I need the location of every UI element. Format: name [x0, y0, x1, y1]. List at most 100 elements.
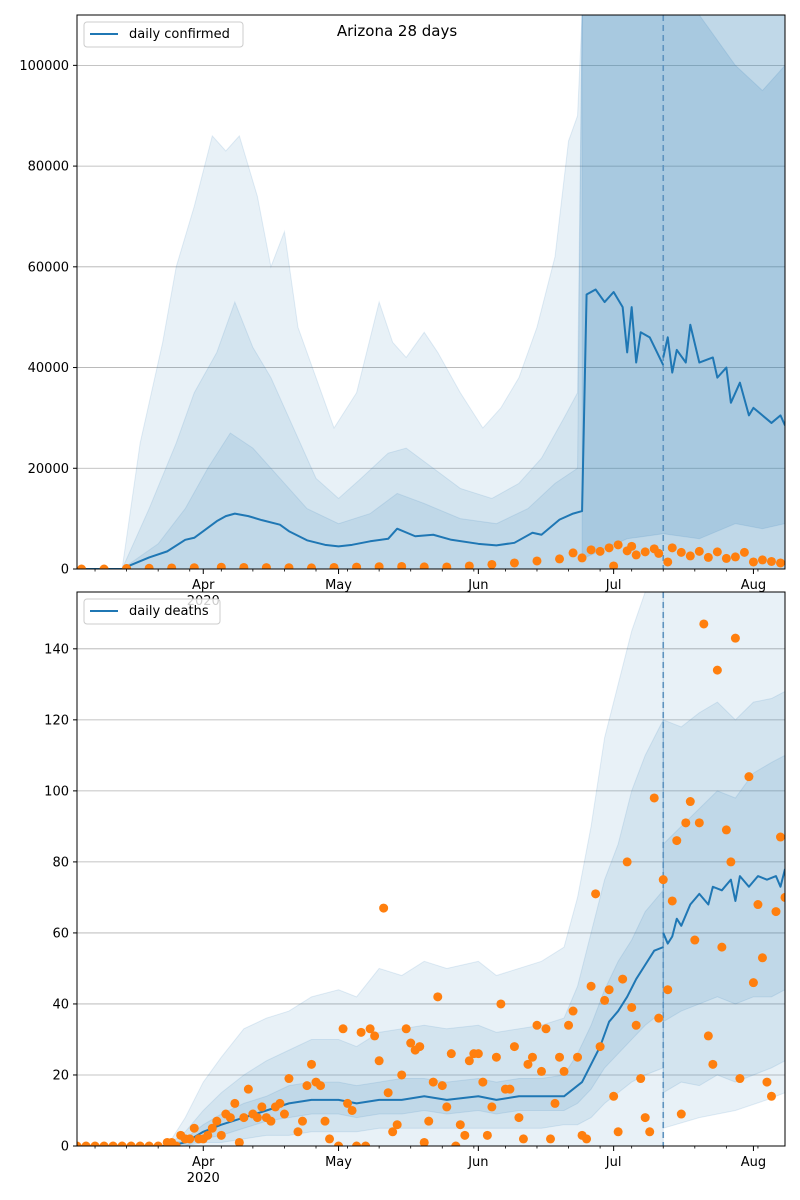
data-point: [491, 1052, 501, 1062]
x-tick-label: Jun: [467, 578, 488, 593]
data-point: [316, 1081, 326, 1091]
data-point: [595, 546, 605, 556]
deaths-panel: 0 20 40 60 80 100 120 140 Apr May Jun Jul Aug 2020 da…: [44, 591, 800, 1186]
y-tick-label: 40000: [28, 361, 69, 376]
data-point: [284, 563, 294, 569]
data-point: [419, 562, 429, 569]
data-point: [293, 1127, 303, 1137]
data-point: [397, 1070, 407, 1080]
data-point: [428, 1077, 438, 1087]
data-point: [600, 995, 610, 1005]
data-point: [753, 900, 763, 910]
band-outer: [77, 592, 664, 1146]
data-point: [609, 1091, 619, 1101]
data-point: [325, 1134, 335, 1144]
data-point: [239, 1113, 249, 1123]
data-point: [613, 1127, 623, 1137]
data-point: [77, 564, 87, 569]
data-point: [487, 1102, 497, 1112]
data-point: [365, 1024, 375, 1034]
data-point: [392, 1120, 402, 1130]
data-point: [266, 1116, 276, 1126]
x-tick-label: Jun: [467, 1155, 488, 1170]
data-point: [586, 545, 596, 555]
data-point: [555, 1052, 565, 1062]
x-tick-label: May: [325, 1155, 352, 1170]
data-point: [212, 1116, 222, 1126]
data-point: [681, 818, 691, 828]
data-point: [189, 1123, 199, 1133]
data-point: [663, 985, 673, 995]
data-point: [306, 563, 316, 569]
data-point: [297, 1116, 307, 1126]
band-inner: [77, 15, 785, 569]
data-point: [189, 563, 199, 569]
data-point: [451, 1141, 461, 1146]
data-point: [401, 1024, 411, 1034]
data-point: [775, 558, 785, 568]
data-point: [388, 1127, 398, 1137]
data-point: [279, 1109, 289, 1119]
data-point: [591, 889, 601, 899]
data-point: [406, 1038, 416, 1048]
data-point: [771, 907, 781, 917]
data-point: [108, 1141, 118, 1146]
data-point: [234, 1137, 244, 1146]
data-point: [568, 1006, 578, 1016]
data-point: [261, 563, 271, 569]
data-point: [735, 1074, 745, 1084]
data-point: [739, 547, 749, 557]
x-tick-label: May: [325, 578, 352, 593]
data-point: [320, 1116, 330, 1126]
series-line: [662, 323, 785, 426]
y-tick-label: 100: [44, 784, 69, 799]
data-point: [613, 540, 623, 550]
data-point: [347, 1105, 357, 1115]
data-point: [757, 953, 767, 963]
y-tick-label: 80000: [28, 160, 69, 175]
x-tick-label: Aug: [741, 1155, 766, 1170]
data-point: [442, 1102, 452, 1112]
data-point: [216, 1130, 226, 1140]
data-point: [582, 1134, 592, 1144]
data-point: [794, 1095, 800, 1104]
data-point: [446, 1049, 456, 1059]
data-point: [81, 1141, 91, 1146]
data-point: [185, 1134, 195, 1144]
band-forecast-middle: [662, 690, 785, 1094]
data-point: [532, 556, 542, 566]
data-point: [509, 1042, 519, 1052]
x-tick-label: Aug: [741, 578, 766, 593]
data-point: [144, 563, 154, 569]
band-forecast: [581, 15, 785, 560]
data-point: [703, 1031, 713, 1041]
data-point: [550, 1098, 560, 1108]
data-point: [790, 943, 799, 952]
data-point: [690, 935, 700, 945]
y-tick-label: 140: [44, 642, 69, 657]
y-tick-label: 80: [52, 855, 69, 870]
data-point: [622, 857, 632, 867]
data-point: [464, 561, 474, 569]
data-point: [343, 1098, 353, 1108]
data-point: [424, 1116, 434, 1126]
data-point: [509, 558, 519, 568]
x-year-label: 2020: [187, 1171, 220, 1186]
data-point: [667, 896, 677, 906]
data-point: [663, 557, 673, 567]
data-point: [99, 564, 109, 569]
data-point: [171, 1141, 181, 1146]
data-point: [762, 1077, 772, 1087]
band-middle: [77, 15, 785, 569]
chart-title: Arizona 28 days: [337, 22, 458, 40]
data-point: [225, 1113, 235, 1123]
data-point: [676, 547, 686, 557]
data-point: [527, 1052, 537, 1062]
data-point: [685, 551, 695, 561]
data-point: [775, 832, 785, 842]
data-point: [618, 974, 628, 984]
data-point: [640, 547, 650, 557]
data-point: [730, 633, 740, 643]
band-forecast-outer: [662, 592, 785, 1129]
data-point: [658, 875, 668, 885]
